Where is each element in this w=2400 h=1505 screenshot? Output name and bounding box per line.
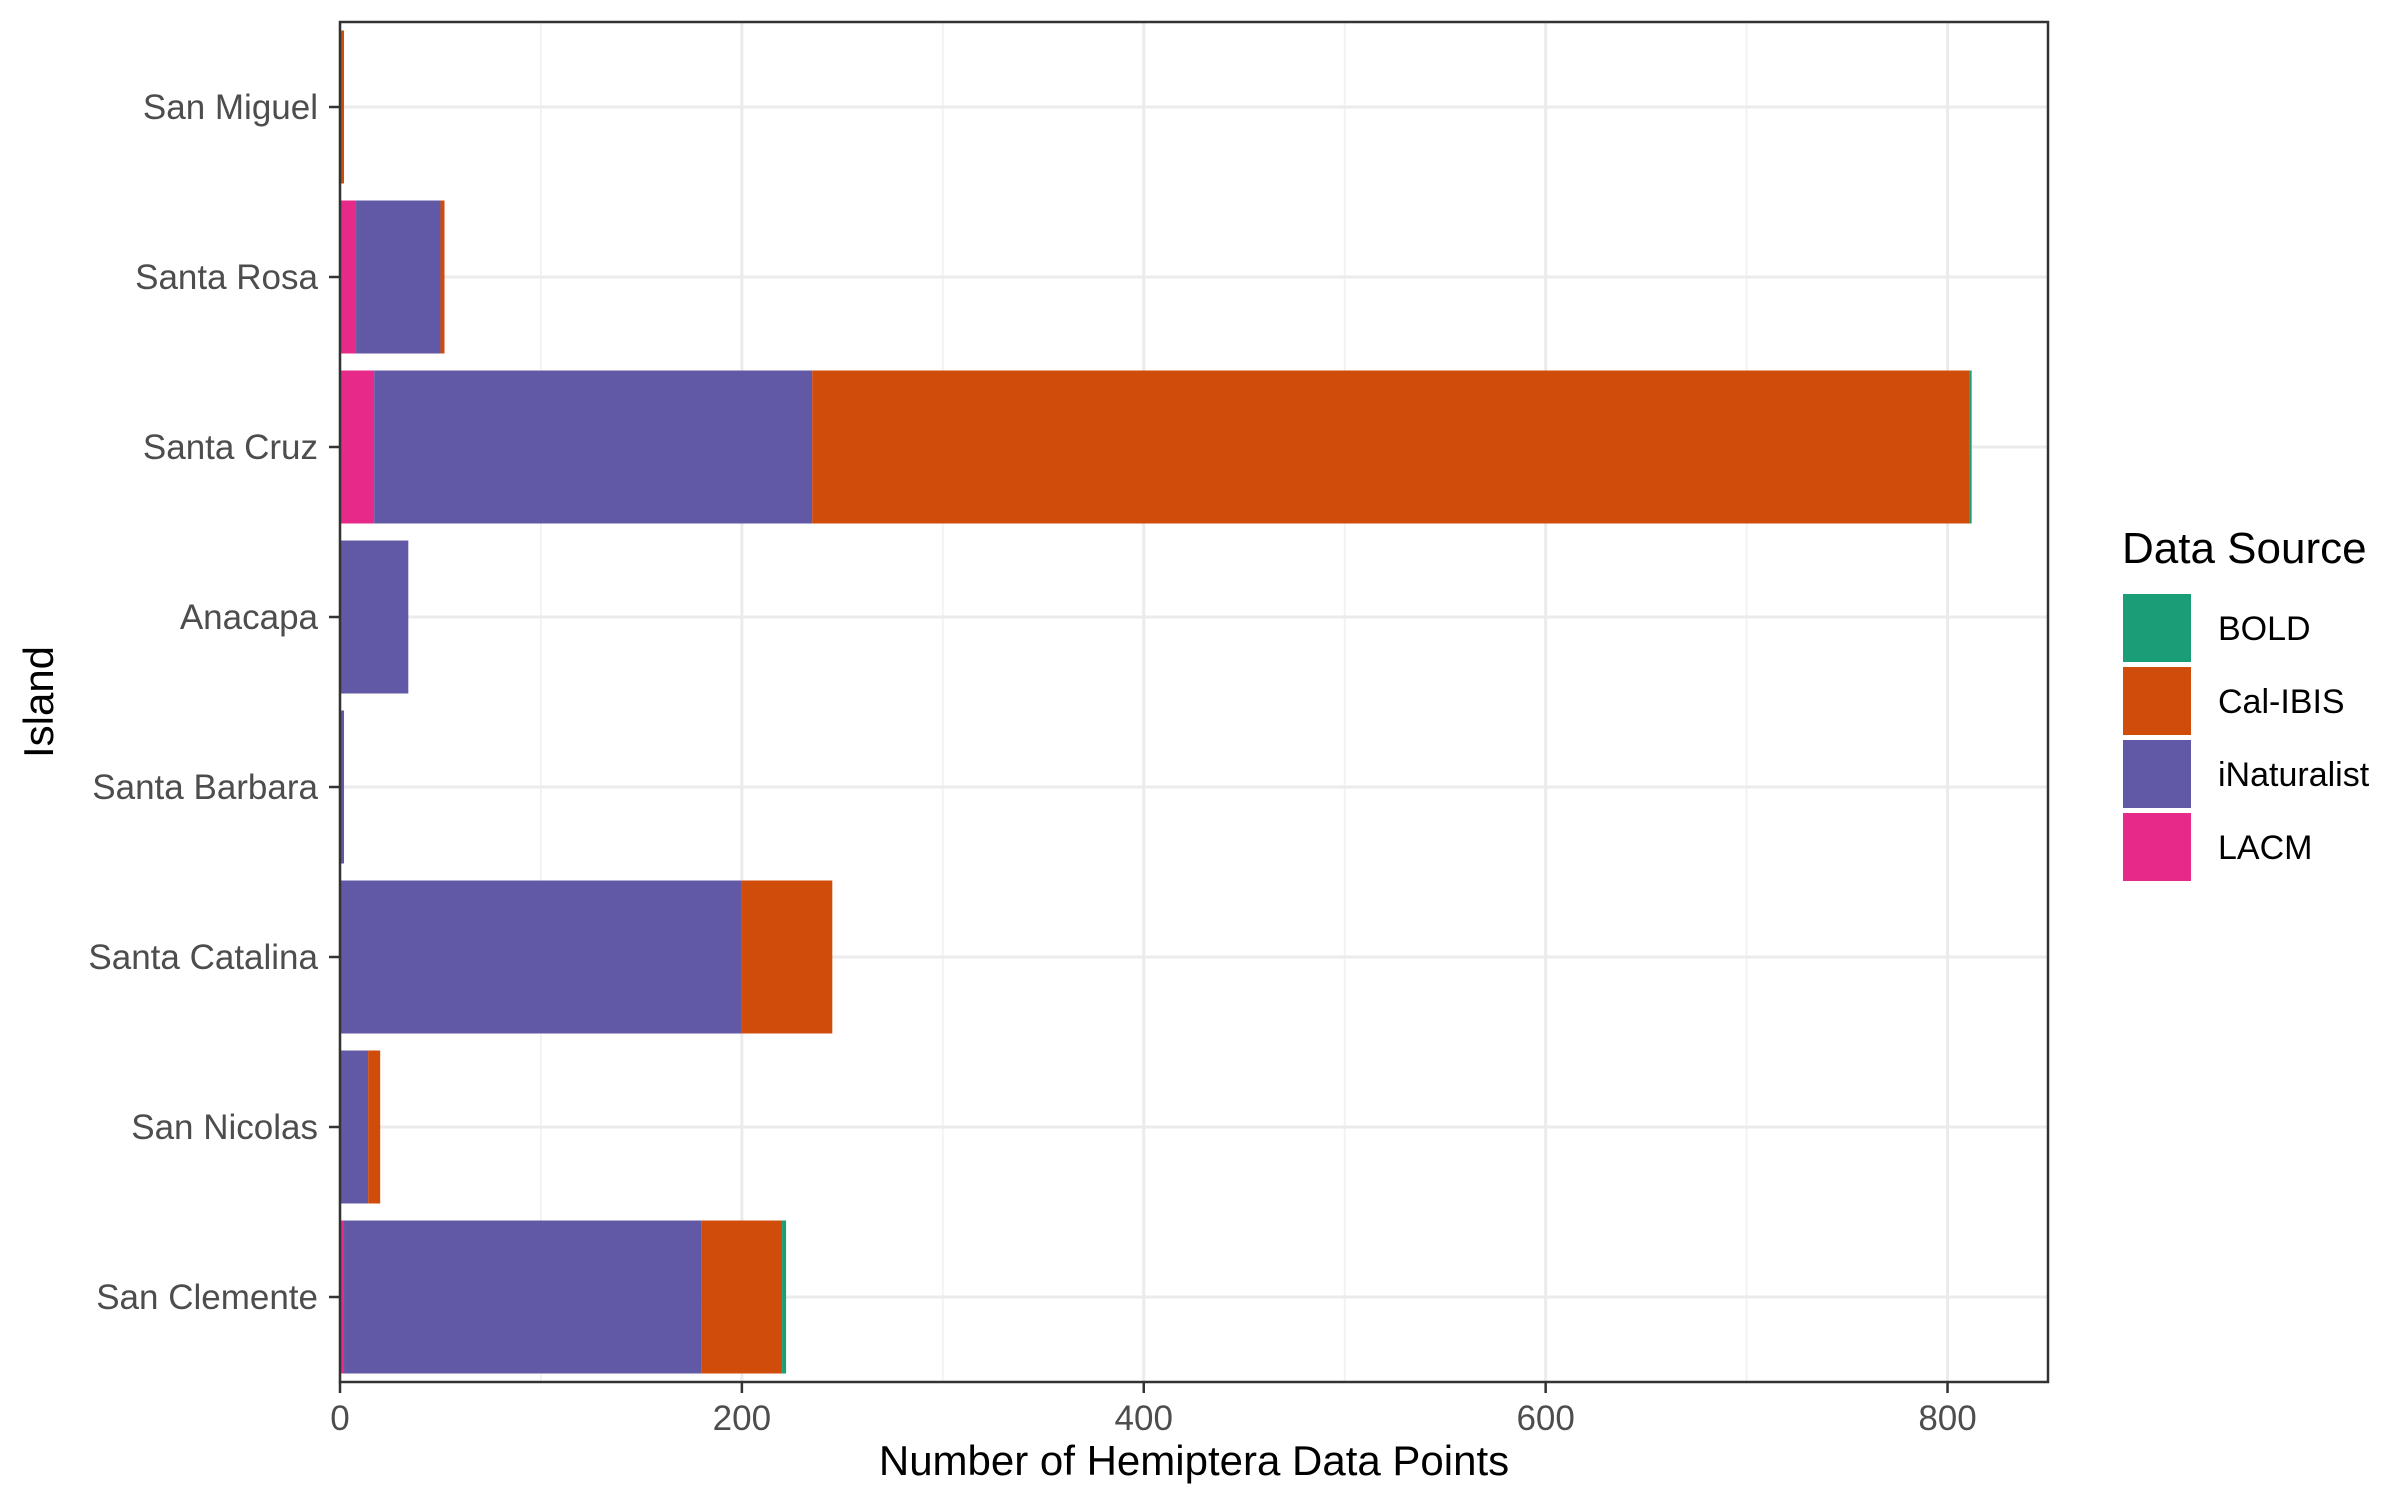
y-tick-label-santa-barbara: Santa Barbara xyxy=(92,768,318,807)
bar-anacapa-inaturalist xyxy=(340,540,409,694)
legend-key-cal-ibis xyxy=(2121,665,2193,737)
bar-santa-barbara-inaturalist xyxy=(340,710,345,864)
bar-san-clemente-lacm xyxy=(340,1220,345,1374)
x-tick-label: 200 xyxy=(713,1399,771,1438)
y-axis-title: Island xyxy=(15,646,62,758)
legend: Data Source BOLD Cal-IBIS iNaturalist LACM xyxy=(2121,524,2370,883)
x-tick-label: 0 xyxy=(330,1399,349,1438)
legend-label-bold: BOLD xyxy=(2218,610,2311,648)
grid-layer xyxy=(338,22,2048,1382)
bar-san-clemente-inaturalist xyxy=(344,1220,702,1374)
y-tick-label-san-nicolas: San Nicolas xyxy=(131,1108,318,1147)
legend-key-lacm xyxy=(2121,811,2193,883)
y-tick-label-santa-catalina: Santa Catalina xyxy=(88,938,318,977)
bar-san-nicolas-cal-ibis xyxy=(368,1050,381,1204)
legend-key-bold xyxy=(2121,592,2193,664)
bar-santa-cruz-lacm xyxy=(340,370,375,524)
x-tick-label: 400 xyxy=(1115,1399,1173,1438)
bar-layer xyxy=(340,30,1972,1374)
bar-san-clemente-bold xyxy=(782,1220,787,1374)
y-tick-label-santa-cruz: Santa Cruz xyxy=(143,428,318,467)
legend-label-cal-ibis: Cal-IBIS xyxy=(2218,683,2345,721)
bar-santa-rosa-cal-ibis xyxy=(440,200,445,354)
y-tick-label-anacapa: Anacapa xyxy=(180,598,319,637)
legend-items: BOLD Cal-IBIS iNaturalist LACM xyxy=(2121,592,2370,883)
bar-santa-cruz-bold xyxy=(1969,370,1972,524)
bar-santa-catalina-cal-ibis xyxy=(741,880,833,1034)
bar-san-nicolas-inaturalist xyxy=(340,1050,369,1204)
bar-santa-rosa-lacm xyxy=(340,200,357,354)
x-axis-title: Number of Hemiptera Data Points xyxy=(879,1437,1509,1484)
bar-san-clemente-cal-ibis xyxy=(701,1220,783,1374)
bar-santa-cruz-cal-ibis xyxy=(812,370,1970,524)
bar-san-miguel-cal-ibis xyxy=(340,30,345,184)
x-tick-label: 800 xyxy=(1918,1399,1976,1438)
bar-santa-catalina-inaturalist xyxy=(340,880,742,1034)
legend-label-lacm: LACM xyxy=(2218,829,2312,867)
axis-layer: 0 200 400 600 800 San Miguel Santa Rosa Santa C… xyxy=(88,88,1976,1438)
bar-santa-cruz-inaturalist xyxy=(374,370,813,524)
y-tick-label-san-clemente: San Clemente xyxy=(96,1278,318,1317)
bar-santa-rosa-inaturalist xyxy=(356,200,441,354)
x-tick-label: 600 xyxy=(1516,1399,1574,1438)
legend-label-inaturalist: iNaturalist xyxy=(2218,756,2370,794)
legend-title: Data Source xyxy=(2122,524,2367,573)
y-tick-label-santa-rosa: Santa Rosa xyxy=(135,258,318,297)
y-tick-label-san-miguel: San Miguel xyxy=(143,88,318,127)
panel-border xyxy=(338,20,2050,1384)
legend-key-inaturalist xyxy=(2121,738,2193,810)
